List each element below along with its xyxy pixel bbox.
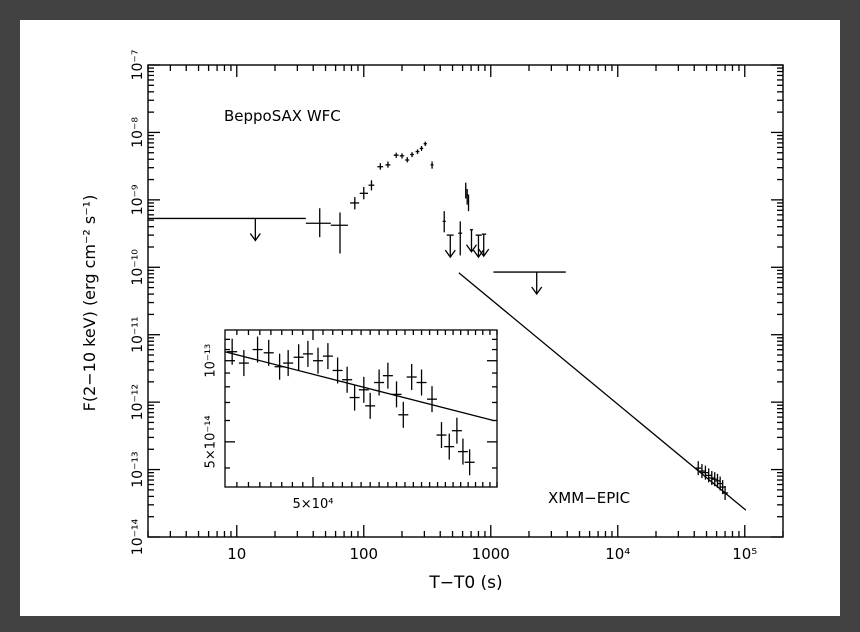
y-tick-label: 10⁻¹²	[130, 384, 146, 420]
plot-frame	[147, 64, 784, 538]
x-axis-label: T−T0 (s)	[428, 573, 502, 593]
y-tick-label: 10⁻¹³	[130, 451, 146, 487]
main-plot: 10 100 1000 10⁴ 10⁵ 10⁻¹⁴ 10⁻¹³ 10⁻¹² 10⁻¹¹ 10⁻¹⁰…	[130, 50, 784, 563]
y-tick-label: 10⁻⁹	[130, 184, 146, 215]
inset-x-tick-label: 5×10⁴	[293, 497, 334, 512]
inset-y-tick-label: 5×10⁻¹⁴	[204, 415, 219, 468]
y-tick-label: 10⁻¹⁰	[130, 249, 146, 286]
figure-canvas	[20, 20, 840, 616]
y-tick-label: 10⁻¹¹	[130, 316, 146, 352]
y-tick-label: 10⁻⁸	[130, 117, 146, 148]
x-tick-label: 100	[349, 545, 378, 563]
y-axis-label: F(2−10 keV) (erg cm⁻² s⁻¹)	[80, 195, 99, 412]
x-tick-label: 10	[227, 545, 246, 563]
inset-model-line	[224, 351, 494, 422]
y-tick-label: 10⁻¹⁴	[130, 518, 146, 555]
inset-y-tick-label: 10⁻¹³	[204, 344, 219, 378]
x-tick-label: 10⁴	[605, 545, 630, 563]
upper-limit-arrowhead	[531, 286, 543, 296]
y-tick-label: 10⁻⁷	[130, 50, 146, 81]
upper-limit-arrowhead	[249, 233, 261, 242]
annotation-bepposax-wfc: BeppoSAX WFC	[224, 107, 341, 125]
x-tick-label: 1000	[472, 545, 510, 563]
inset-plot: 5×10⁴ 10⁻¹³ 5×10⁻¹⁴	[204, 329, 498, 512]
upper-limit-arrowhead	[465, 244, 478, 253]
inset-frame	[224, 329, 498, 488]
x-tick-label: 10⁵	[732, 545, 757, 563]
upper-limit-arrowhead	[478, 248, 490, 258]
upper-limit-arrowhead	[444, 249, 456, 259]
annotation-xmm-epic: XMM−EPIC	[548, 489, 630, 507]
